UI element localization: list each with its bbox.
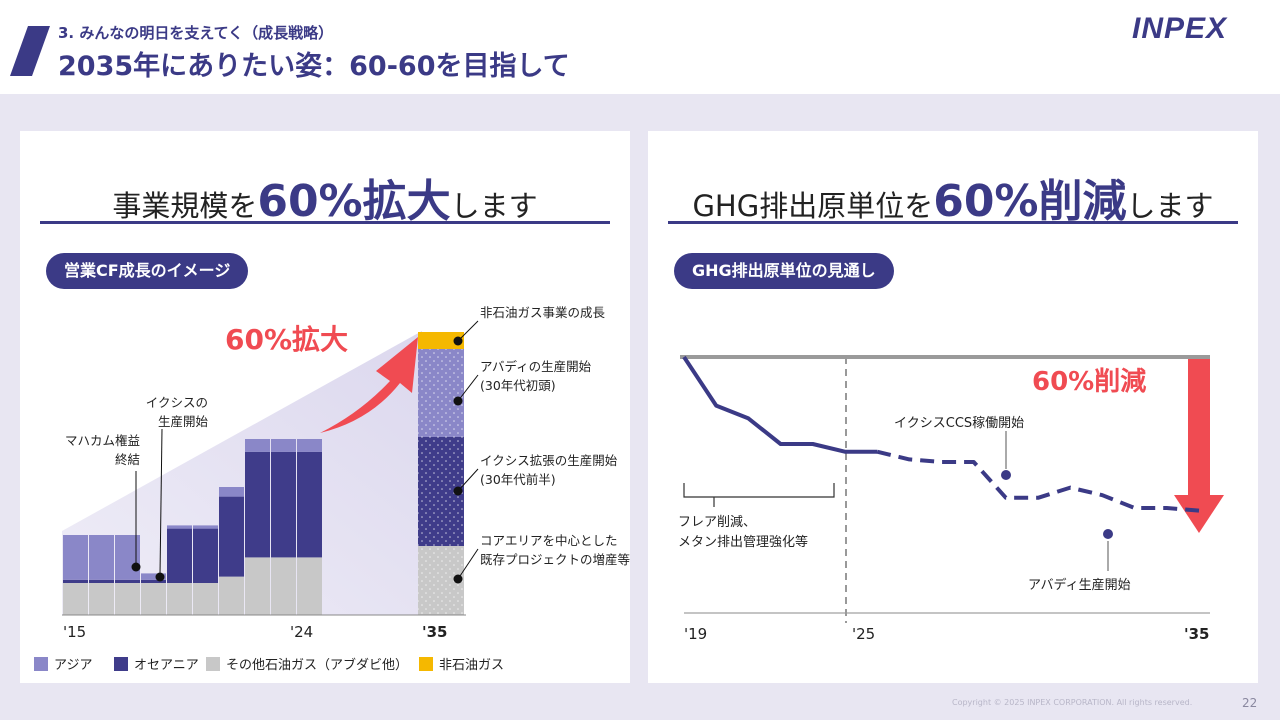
cf-bar-segment (245, 557, 270, 615)
cf-callout-label: コアエリアを中心とした既存プロジェクトの増産等 (480, 533, 630, 567)
cf-bar-segment (115, 579, 140, 583)
left-chart-pill: 営業CF成長のイメージ (46, 253, 249, 289)
right-headline-post: します (1126, 189, 1214, 223)
panel-ghg-intensity: GHG排出原単位を60%削減します GHG排出原単位の見通し 60%削減 イクシ… (648, 131, 1258, 683)
cf-bar-segment (219, 576, 244, 615)
cf-bar-segment (219, 496, 244, 577)
reduction-arrow-shaft (1188, 359, 1210, 497)
cf-bar-segment (297, 451, 322, 558)
cf-bar-segment (193, 525, 218, 529)
cf-bar-segment (245, 439, 270, 452)
cf-bar-segment (297, 557, 322, 615)
right-headline-pre: GHG排出原単位を (692, 189, 934, 223)
reduction-arrow-head-icon (1174, 495, 1224, 533)
cf-bar-segment (167, 528, 192, 583)
left-divider (40, 221, 610, 224)
cf-bar-2035-non-oil (418, 332, 464, 349)
page-number: 22 (1242, 696, 1258, 710)
cf-bar-2035-abadi-texture (418, 349, 464, 437)
right-chart-pill: GHG排出原単位の見通し (674, 253, 894, 289)
cf-annotation-mahakam: マハカム権益終結 (65, 433, 140, 467)
ghg-x-tick: '19 (684, 625, 707, 643)
cf-bar-segment (115, 583, 140, 615)
cf-legend-swatch (419, 657, 433, 671)
cf-legend-label: 非石油ガス (439, 658, 504, 673)
ghg-annotation-ccs: イクシスCCS稼働開始 (894, 416, 1024, 431)
cf-bar-segment (63, 535, 88, 580)
cf-callout-leader (457, 320, 479, 342)
cf-bar-segment (245, 451, 270, 558)
footer-copyright: Copyright © 2025 INPEX CORPORATION. All … (952, 698, 1193, 707)
cf-legend-label: オセアニア (134, 658, 199, 673)
cf-bar-segment (89, 535, 114, 580)
cf-legend-label: アジア (54, 658, 92, 673)
panel-business-scale: 事業規模を60%拡大します 営業CF成長のイメージ 60%拡大 非石油ガス事業の… (20, 131, 630, 683)
cf-callout-leader (457, 468, 479, 492)
ghg-line-forecast (876, 449, 1200, 513)
inpex-logo: INPEX (1132, 12, 1228, 45)
cf-bar-segment (271, 557, 296, 615)
cf-bar-segment (89, 579, 114, 583)
cf-legend-swatch (34, 657, 48, 671)
growth-label: 60%拡大 (225, 323, 348, 356)
cf-callout-leader (457, 548, 479, 580)
growth-wedge (62, 331, 422, 615)
cf-bar-segment (167, 525, 192, 529)
cf-annotation-ichthys: イクシスの生産開始 (146, 395, 209, 429)
cf-x-tick: '15 (63, 623, 86, 641)
cf-bar-segment (167, 583, 192, 615)
cf-callout-leader (457, 374, 479, 402)
cf-dot-mahakam (131, 562, 141, 572)
cf-bar-segment (141, 579, 166, 583)
cf-callout-label: イクシス拡張の生産開始(30年代前半) (480, 453, 618, 487)
cf-callout-label: アバディの生産開始(30年代初頭) (480, 359, 592, 393)
cf-legend-swatch (206, 657, 220, 671)
left-headline-pre: 事業規模を (112, 189, 258, 223)
cf-x-tick: '24 (290, 623, 313, 641)
ghg-marker-abadi (1103, 529, 1113, 539)
left-headline: 事業規模を60%拡大します (20, 165, 630, 229)
cf-callout-label: 非石油ガス事業の成長 (480, 305, 606, 320)
growth-arrow-icon (320, 337, 418, 433)
reduction-label: 60%削減 (1032, 367, 1146, 397)
cf-x-tick: '35 (422, 623, 447, 641)
cf-bar-segment (271, 451, 296, 558)
header-slash-icon (10, 26, 50, 76)
cf-bar-segment (219, 487, 244, 497)
cf-dot-ichthys (155, 572, 165, 582)
cf-bar-segment (141, 583, 166, 615)
left-headline-post: します (450, 189, 538, 223)
cf-legend-swatch (114, 657, 128, 671)
cf-bar-segment (89, 583, 114, 615)
cf-bar-segment (193, 583, 218, 615)
right-headline: GHG排出原単位を60%削減します (648, 165, 1258, 229)
header-bar: 3. みんなの明日を支えてく（成長戦略） 2035年にありたい姿：60-60を目… (0, 0, 1280, 94)
cf-bar-segment (271, 439, 296, 452)
page-title: 2035年にありたい姿：60-60を目指して (58, 51, 570, 82)
cf-bar-segment (193, 528, 218, 583)
ghg-annotation-flare: フレア削減、メタン排出管理強化等 (678, 514, 808, 550)
section-subtitle: 3. みんなの明日を支えてく（成長戦略） (58, 24, 334, 42)
ghg-x-tick: '35 (1184, 625, 1209, 643)
cf-bar-segment (297, 439, 322, 452)
cf-bar-segment (141, 573, 166, 580)
ghg-annotation-abadi: アバディ生産開始 (1028, 577, 1131, 593)
cf-bar-segment (63, 579, 88, 583)
ghg-line-actual (682, 355, 878, 454)
cf-leader-ichthys (159, 428, 163, 576)
cf-legend-label: その他石油ガス（アブダビ他） (226, 657, 408, 673)
ghg-bracket (683, 483, 835, 507)
ghg-x-tick: '25 (852, 625, 875, 643)
cf-bar-segment (63, 583, 88, 615)
right-headline-big: 60%削減 (933, 176, 1127, 227)
ghg-marker-ccs (1001, 470, 1011, 480)
left-headline-big: 60%拡大 (257, 176, 451, 227)
right-divider (668, 221, 1238, 224)
